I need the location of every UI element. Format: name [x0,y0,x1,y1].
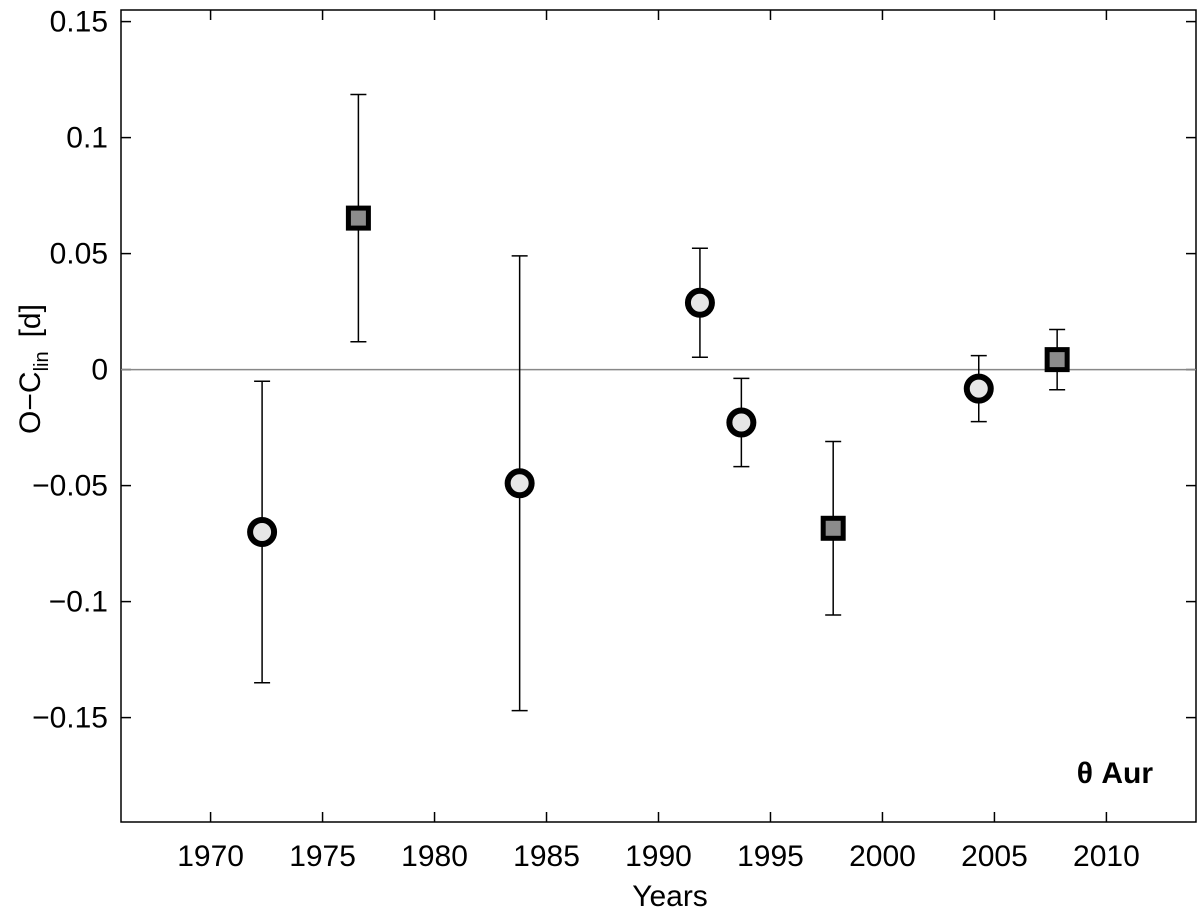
point [963,373,994,404]
y-axis-label: O−Clin [d] [14,304,53,434]
point [504,468,535,499]
y-tick-label: 0.05 [50,238,108,271]
point [726,407,757,438]
y-label-main: O−C [14,371,47,434]
y-tick-label: 0.1 [66,122,108,155]
point [820,515,846,541]
x-tick-label: 2010 [1073,840,1140,873]
point [1044,347,1070,373]
y-label-sub: lin [31,351,53,371]
x-tick-label: 1985 [513,840,580,873]
point [345,205,371,231]
x-tick-label: 1990 [625,840,692,873]
x-tick-label: 2005 [961,840,1028,873]
x-tick-label: 1975 [289,840,356,873]
annotation: θ Aur [1077,757,1154,790]
y-label-unit: [d] [14,304,47,337]
plot-frame [120,9,1197,823]
y-tick-label: −0.15 [32,702,108,735]
y-tick-label: −0.1 [49,586,108,619]
y-tick-label: 0.15 [50,6,108,39]
x-tick-label: 2000 [849,840,916,873]
x-tick-label: 1980 [401,840,468,873]
point [247,517,278,547]
point [684,287,715,318]
y-tick-label: 0 [91,354,108,387]
x-axis-label: Years [632,880,708,913]
x-tick-label: 1970 [177,840,244,873]
y-tick-label: −0.05 [32,470,108,503]
x-tick-label: 1995 [737,840,804,873]
